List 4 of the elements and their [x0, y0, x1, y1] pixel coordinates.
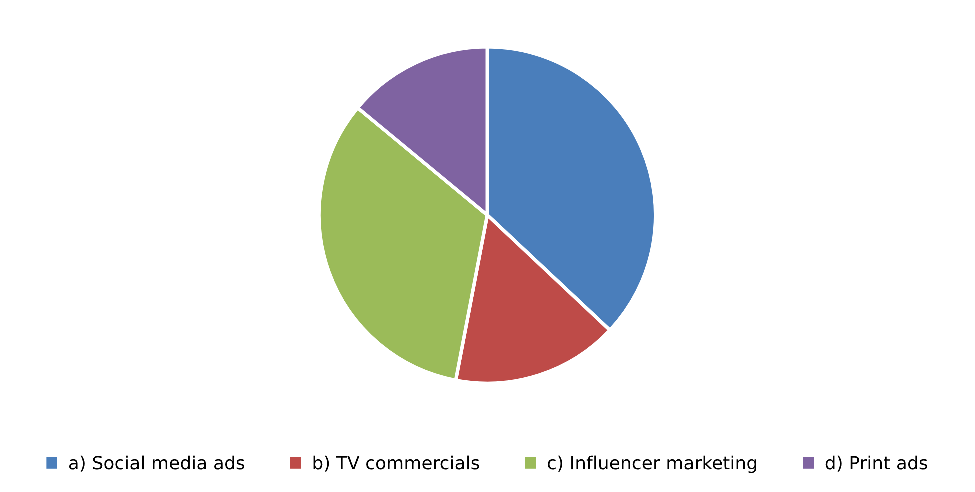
- legend-label: b) TV commercials: [314, 456, 480, 472]
- legend-label: a) Social media ads: [69, 456, 244, 472]
- legend-label: d) Print ads: [826, 456, 928, 472]
- legend-label: c) Influencer marketing: [548, 456, 756, 474]
